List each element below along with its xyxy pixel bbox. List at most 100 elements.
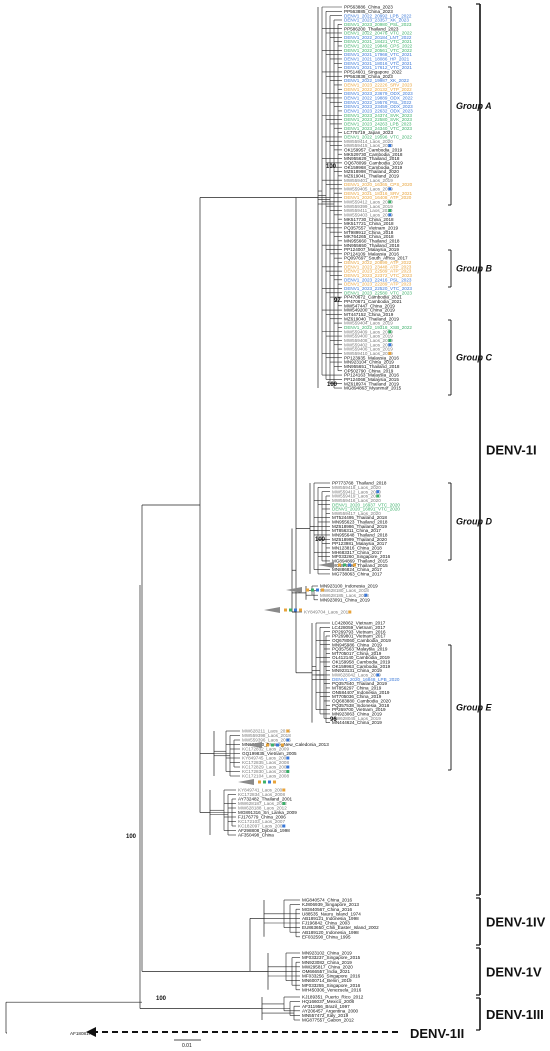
leaf-label: MW559417_Laos_2020 — [332, 511, 381, 516]
leaf-label: PQ357538_Indonesia_2018 — [332, 703, 390, 708]
country-marker — [388, 200, 392, 204]
leaf-label: DENV1_2021_18316_SRV_2021 — [344, 191, 413, 196]
country-marker — [388, 209, 392, 213]
country-marker — [282, 788, 286, 792]
leaf-label: MK517730_China_2018 — [344, 217, 394, 222]
country-marker — [348, 610, 352, 614]
leaf-label: MZ618998_Thailand_2020 — [344, 169, 399, 174]
country-marker — [376, 494, 380, 498]
country-marker — [294, 608, 297, 612]
genotype-label: DENV-1IV — [486, 915, 546, 930]
leaf-label: MF033260_Singapore_2016 — [332, 554, 391, 559]
leaf-label: KY849741_Laos_2008 — [238, 788, 285, 793]
country-marker — [388, 213, 392, 217]
leaf-label: MW295817_China_2020 — [302, 964, 353, 969]
bootstrap-label: 96 — [330, 717, 337, 723]
bootstrap-label: 100 — [156, 996, 167, 1002]
leaf-label: MW628045_Laos_2019 — [332, 716, 381, 721]
leaf-label: DENV1_2021_18421_VTC_2021 — [344, 39, 412, 44]
leaf-label: DENV1_2022_20476_VTC_2022 — [344, 31, 412, 36]
leaf-label: PP563886_China_2023 — [344, 5, 393, 10]
leaf-label: AY732482_Thailand_2001 — [238, 797, 293, 802]
leaf-label: DENV1_2022_20184_LNT_2022 — [344, 35, 412, 40]
leaf-label: MN945986_China_2019 — [332, 642, 382, 647]
leaf-label: DENV1_2023_22580_VTC_2023 — [344, 290, 412, 295]
leaf-label: AB189120_Indonesia_1998 — [302, 930, 359, 935]
leaf-label: OQ678060_Cambodia_2019 — [332, 638, 391, 643]
leaf-label: MN955629_Thailand_2018 — [344, 156, 400, 161]
leaf-label: DENV1_2023_22520_VTC_2023 — [344, 286, 412, 291]
leaf-label: PP470672_Cambodia_2021 — [344, 295, 402, 300]
tree-branches — [5, 6, 342, 1033]
collapsed-clade-triangle — [286, 587, 302, 593]
leaf-label: OQ678099_Cambodia_2019 — [344, 160, 403, 165]
leaf-label: MN600714_Benin_2019 — [302, 978, 352, 983]
leaf-label: DENV1_2023_22289_ATP_2023 — [344, 282, 412, 287]
leaf-label: DENV1_2023_23357_XK_2023 — [344, 18, 409, 23]
country-marker — [388, 187, 392, 191]
leaf-label: OK159963_Cambodia_2019 — [332, 664, 391, 669]
bootstrap-label: 100 — [327, 382, 338, 388]
leaf-label: KC172830_Laos_2008 — [242, 769, 289, 774]
leaf-label: DENV1_2020_16937_VTC_2020 — [332, 502, 400, 507]
country-marker — [376, 673, 380, 677]
leaf-label: KJ806939_Singapore_2013 — [302, 902, 359, 907]
arrow-head-icon — [86, 1027, 96, 1037]
group-label: Group E — [456, 703, 492, 713]
leaf-label: DENV1_2023_22416_PSL_2023 — [344, 277, 412, 282]
country-marker — [268, 780, 271, 784]
leaf-label: MW559402_Laos_2019 — [344, 342, 393, 347]
country-marker — [282, 802, 286, 805]
group-label: Group D — [456, 517, 492, 527]
country-marker — [286, 756, 290, 760]
leaf-label: GQ199835_Vietnam_2005 — [242, 751, 297, 756]
leaf-label: MW559405_Laos_2019 — [344, 186, 393, 191]
leaf-label: MW559403_Laos_2019 — [344, 212, 393, 217]
leaf-label: KC172832_Laos_2009 — [242, 747, 289, 752]
leaf-label: MW547447_China_2019 — [344, 303, 395, 308]
leaf-label: MW628042_Laos_2019 — [332, 673, 381, 678]
leaf-label: LC775719_Japan_2023 — [344, 130, 393, 135]
leaf-label: MT989912_China_2018 — [344, 230, 394, 235]
leaf-label: DENV1_2020_16408_ATP_2020 — [344, 195, 412, 200]
leaf-label: KC172829_Laos_2008 — [242, 765, 289, 770]
leaf-label: MN955648_Thailand_2018 — [332, 533, 388, 538]
collapsed-clade-triangle — [238, 779, 254, 785]
leaf-label: ON584407_Indonesia_2019 — [332, 690, 390, 695]
leaf-label: DENV1_2022_19846_CPS_2022 — [344, 44, 413, 49]
leaf-label: EU863650_Chili_Easter_Island_2002 — [302, 925, 379, 930]
country-marker — [338, 563, 341, 567]
leaf-label: PQ357557_Vietnam_2019 — [344, 225, 399, 230]
country-marker — [388, 330, 392, 334]
leaf-label: MN955650_Thailand_2018 — [344, 243, 400, 248]
leaf-label: PQ357563_Malaysia_2019 — [332, 647, 388, 652]
country-marker — [343, 563, 346, 567]
leaf-label: U88535_Nauru_Island_1974 — [302, 911, 361, 916]
leaf-label: PP563838_China_2023 — [344, 74, 393, 79]
leaf-label: HQ166037_Mexico_2008 — [302, 999, 355, 1004]
genotype-label: DENV-1I — [486, 443, 537, 458]
leaf-label: PP470671_Cambodia_2021 — [344, 299, 402, 304]
country-marker — [316, 588, 319, 592]
outgroup-label: AF180817 — [70, 1031, 92, 1036]
leaf-label: AF298808_Djibouti_1998 — [238, 828, 290, 833]
leaf-label: MT705017_China_2019 — [332, 651, 382, 656]
country-marker — [388, 343, 392, 347]
collapsed-clade-triangle — [318, 562, 334, 568]
leaf-label: MW559400_Laos_2019 — [344, 334, 393, 339]
collapsed-clade-triangle — [246, 742, 262, 748]
leaf-label: MN923063_China_2019 — [332, 712, 382, 717]
leaf-label: AF350498_China — [238, 833, 274, 838]
country-marker — [353, 563, 356, 567]
leaf-label: PP269801_Vietnam_2017 — [332, 634, 386, 639]
leaf-label: MW559415_Laos_2020 — [344, 143, 393, 148]
leaf-label: MT856297_China_2019 — [332, 686, 382, 691]
leaf-label: OM666557_India_2021 — [302, 969, 350, 974]
leaf-label: PP563885_China_2023 — [344, 9, 393, 14]
country-marker — [286, 729, 290, 733]
leaf-label: DENV1_2023_23448_ATP_2023 — [344, 264, 412, 269]
country-marker — [388, 351, 392, 355]
leaf-label: MN955623_Thailand_2018 — [332, 520, 388, 525]
leaf-label: PP269700_Vietnam_2019 — [332, 707, 386, 712]
